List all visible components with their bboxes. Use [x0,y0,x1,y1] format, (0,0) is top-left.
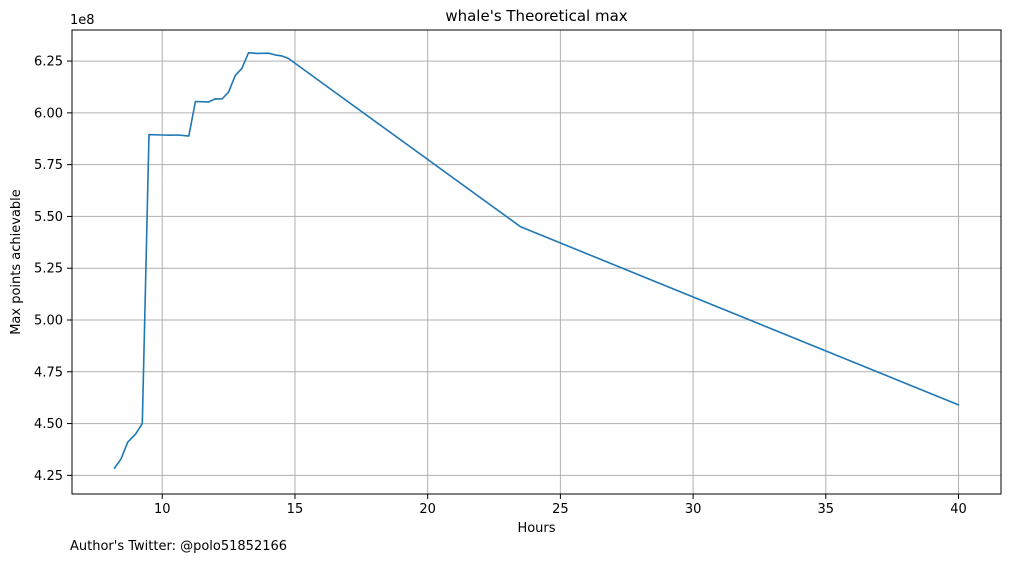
series-line [113,51,960,469]
x-tick-label: 25 [552,502,569,517]
chart-title: whale's Theoretical max [445,7,627,25]
y-tick-label: 5.25 [34,262,63,277]
y-tick-label: 6.25 [34,55,63,70]
y-tick-label: 5.75 [34,158,63,173]
y-axis-offset-label: 1e8 [70,13,95,28]
x-tick-label: 30 [685,502,702,517]
y-tick-label: 4.75 [34,365,63,380]
plot-frame [71,29,1002,495]
y-tick-label: 5.50 [34,210,63,225]
y-tick-label: 6.00 [34,106,63,121]
x-axis-label: Hours [517,521,555,536]
x-tick-label: 20 [419,502,436,517]
series-layer [113,51,960,469]
x-tick-label: 15 [287,502,304,517]
y-tick-label: 5.00 [34,314,63,329]
grid-lines [72,30,1001,494]
x-tick-label: 35 [818,502,835,517]
y-tick-label: 4.25 [34,469,63,484]
ticks: 10 15 20 25 30 35 40 4.25 4.50 4.75 5.00 5.25 5.50 5.… [34,55,967,517]
x-tick-label: 40 [950,502,967,517]
author-twitter-footnote: Author's Twitter: @polo51852166 [70,539,287,554]
x-tick-label: 10 [154,502,171,517]
y-axis-label: Max points achievable [9,189,24,335]
y-tick-label: 4.50 [34,417,63,432]
